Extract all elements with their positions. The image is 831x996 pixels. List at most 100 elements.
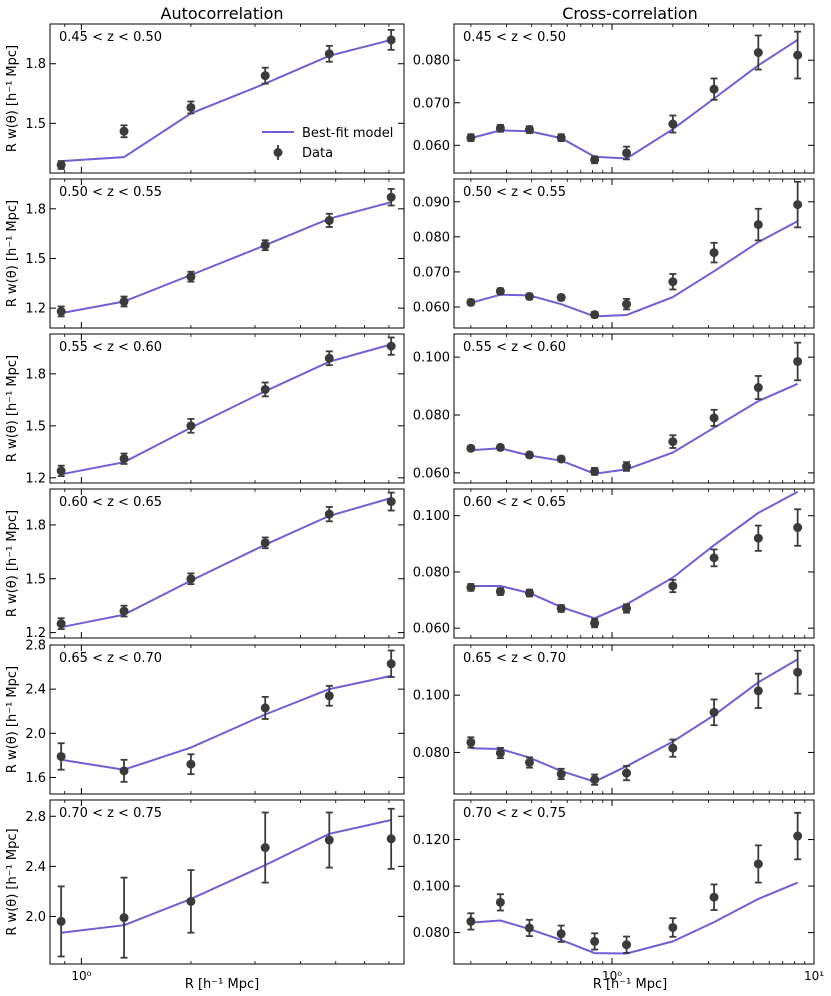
legend-model-label: Best-fit model <box>302 126 393 141</box>
data-point <box>556 454 566 464</box>
x-tick-label: 10⁰ <box>602 969 622 983</box>
y-tick-label: 0.080 <box>413 230 450 245</box>
x-axis-label-left: R [h⁻¹ Mpc] <box>185 977 259 992</box>
y-tick-label: 2.0 <box>25 727 46 742</box>
panel-cross-0: 0.060 0.070 0.080 0.45 < z < 0.50 <box>413 23 815 174</box>
y-tick-label: 0.100 <box>413 509 450 524</box>
y-axis-label: R w(θ) [h⁻¹ Mpc] <box>5 355 20 462</box>
panel-cross-5: 0.080 0.100 0.120 10⁰ 10¹ 0.70 < z < 0.75 <box>413 799 824 983</box>
best-fit-model-line <box>470 490 799 620</box>
data-point <box>622 462 632 472</box>
y-tick-label: 0.080 <box>413 746 450 761</box>
data-point <box>753 220 763 230</box>
y-tick-label: 0.060 <box>413 622 450 637</box>
data-point <box>668 119 678 129</box>
panel-cross-3: 0.060 0.080 0.100 0.60 < z < 0.65 <box>413 488 815 639</box>
data-point <box>466 916 476 926</box>
data-point <box>324 49 334 59</box>
panel-frame <box>49 23 405 174</box>
column-title-cross-correlation: Cross-correlation <box>562 4 697 23</box>
data-point <box>590 618 600 628</box>
data-point <box>668 743 678 753</box>
y-tick-label: 1.8 <box>25 518 46 533</box>
data-point <box>260 240 270 250</box>
data-point <box>793 356 803 366</box>
data-point <box>119 454 129 464</box>
data-point <box>386 497 396 507</box>
data-point <box>709 248 719 258</box>
data-point <box>622 940 632 950</box>
data-point <box>466 582 476 592</box>
data-point <box>260 843 270 853</box>
best-fit-model-line <box>61 343 392 476</box>
y-tick-label: 0.100 <box>413 689 450 704</box>
data-point <box>386 659 396 669</box>
data-point <box>590 155 600 165</box>
data-point <box>556 929 566 939</box>
data-point <box>386 192 396 202</box>
panel-auto-0: 1.5 1.8 0.45 < z < 0.50 R w(θ) [h⁻¹ Mpc] Bes… <box>5 23 405 174</box>
best-fit-model-line <box>470 220 799 318</box>
best-fit-model-line <box>61 497 392 629</box>
y-tick-label: 1.8 <box>25 57 46 72</box>
data-point <box>753 533 763 543</box>
data-point <box>524 125 534 135</box>
panel-auto-4: 1.6 2.0 2.4 2.8 0.65 < z < 0.70 R w(θ) [h⁻¹ M… <box>5 639 405 795</box>
y-tick-label: 0.100 <box>413 351 450 366</box>
panel-auto-1: 1.2 1.5 1.8 0.50 < z < 0.55 R w(θ) [h⁻¹ Mpc] <box>5 178 405 329</box>
data-point <box>753 383 763 393</box>
data-point <box>793 50 803 60</box>
y-axis-label: R w(θ) [h⁻¹ Mpc] <box>5 200 20 307</box>
data-point <box>590 466 600 476</box>
y-tick-label: 0.090 <box>413 195 450 210</box>
y-tick-label: 1.5 <box>25 252 46 267</box>
data-point <box>186 102 196 112</box>
data-point <box>495 897 505 907</box>
panel-frame <box>453 644 815 795</box>
y-tick-label: 0.070 <box>413 96 450 111</box>
data-point <box>556 603 566 613</box>
y-axis-label: R w(θ) [h⁻¹ Mpc] <box>5 666 20 773</box>
panel-auto-2: 1.2 1.5 1.8 0.55 < z < 0.60 R w(θ) [h⁻¹ Mpc] <box>5 333 405 486</box>
data-point <box>793 831 803 841</box>
x-axis-label-right: R [h⁻¹ Mpc] <box>593 977 667 992</box>
data-point <box>524 450 534 460</box>
data-point <box>186 759 196 769</box>
data-point <box>793 667 803 677</box>
data-point <box>260 703 270 713</box>
best-fit-model-line <box>470 38 799 160</box>
data-point <box>495 748 505 758</box>
data-point <box>556 292 566 302</box>
best-fit-model-line <box>61 201 392 315</box>
data-point <box>622 299 632 309</box>
data-point <box>386 35 396 45</box>
best-fit-model-line <box>470 881 799 955</box>
y-tick-label: 0.080 <box>413 565 450 580</box>
panel-frame <box>453 178 815 329</box>
data-point <box>668 922 678 932</box>
data-point <box>495 286 505 296</box>
data-point <box>466 297 476 307</box>
legend: Best-fit model Data <box>262 126 393 161</box>
panel-redshift-label: 0.60 < z < 0.65 <box>463 495 566 510</box>
best-fit-model-line <box>61 819 392 934</box>
data-point <box>709 84 719 94</box>
y-tick-label: 0.080 <box>413 926 450 941</box>
data-point <box>524 588 534 598</box>
legend-data-marker <box>273 148 283 157</box>
data-point <box>495 123 505 133</box>
panel-frame <box>453 799 815 965</box>
panel-redshift-label: 0.55 < z < 0.60 <box>463 340 566 355</box>
data-point <box>524 923 534 933</box>
data-point <box>622 768 632 778</box>
panel-redshift-label: 0.60 < z < 0.65 <box>59 495 162 510</box>
y-tick-label: 0.060 <box>413 300 450 315</box>
data-point <box>119 913 129 923</box>
panel-redshift-label: 0.70 < z < 0.75 <box>59 806 162 821</box>
data-point <box>324 835 334 845</box>
data-point <box>466 737 476 747</box>
data-point <box>622 603 632 613</box>
data-point <box>495 442 505 452</box>
y-tick-label: 1.8 <box>25 367 46 382</box>
